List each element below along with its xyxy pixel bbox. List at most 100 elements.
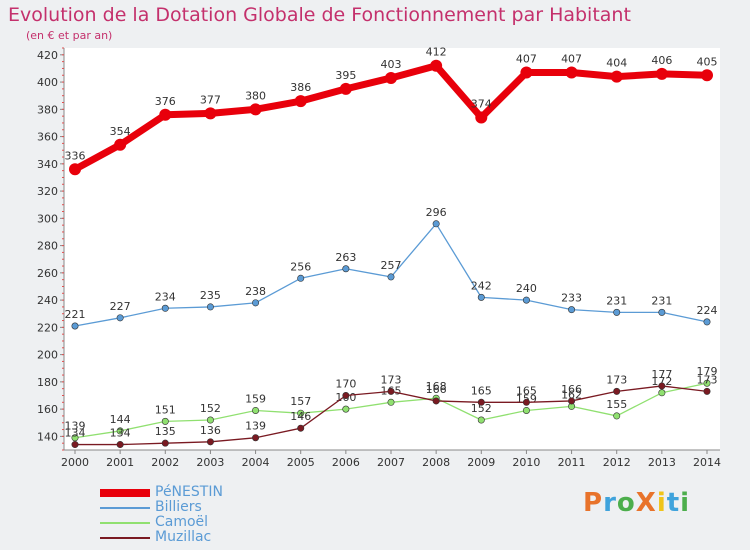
legend-swatch xyxy=(100,507,150,509)
data-point xyxy=(568,397,576,405)
x-tick-label: 2004 xyxy=(242,456,270,469)
data-label: 151 xyxy=(155,403,176,416)
data-label: 135 xyxy=(155,425,176,438)
data-point xyxy=(613,308,621,316)
data-point xyxy=(655,67,668,80)
legend-label: Billiers xyxy=(155,499,202,515)
data-label: 152 xyxy=(200,402,221,415)
data-label: 240 xyxy=(516,282,537,295)
data-point xyxy=(297,424,305,432)
data-point xyxy=(252,434,260,442)
y-tick-label: 360 xyxy=(37,131,58,144)
data-label: 221 xyxy=(65,308,86,321)
legend-item: Camoël xyxy=(100,515,300,531)
data-point xyxy=(701,69,713,82)
data-label: 166 xyxy=(426,383,447,396)
data-point xyxy=(387,387,395,395)
y-tick-label: 300 xyxy=(37,212,58,225)
x-tick-label: 2003 xyxy=(196,456,224,469)
data-label: 257 xyxy=(381,259,402,272)
data-point xyxy=(658,308,666,316)
data-label: 166 xyxy=(561,383,582,396)
data-point xyxy=(522,398,530,406)
data-label: 404 xyxy=(606,57,627,70)
data-label: 177 xyxy=(651,368,672,381)
data-point xyxy=(477,416,485,424)
legend-swatch xyxy=(100,537,150,539)
data-label: 380 xyxy=(245,89,266,102)
x-tick-label: 2014 xyxy=(693,456,721,469)
data-point xyxy=(206,416,214,424)
data-point xyxy=(432,220,440,228)
data-point xyxy=(116,441,124,449)
data-label: 139 xyxy=(245,420,266,433)
data-label: 173 xyxy=(697,373,718,386)
data-point xyxy=(477,398,485,406)
data-label: 256 xyxy=(290,260,311,273)
data-point xyxy=(116,427,124,435)
data-point xyxy=(520,66,533,79)
data-label: 159 xyxy=(245,392,266,405)
data-label: 173 xyxy=(606,373,627,386)
data-label: 233 xyxy=(561,292,582,305)
data-label: 155 xyxy=(606,398,627,411)
data-label: 374 xyxy=(471,97,492,110)
x-tick-label: 2007 xyxy=(377,456,405,469)
data-label: 157 xyxy=(290,395,311,408)
data-label: 407 xyxy=(561,53,582,66)
data-point xyxy=(249,103,262,116)
data-label: 144 xyxy=(110,413,131,426)
data-point xyxy=(294,95,307,108)
x-tick-label: 2008 xyxy=(422,456,450,469)
y-tick-label: 240 xyxy=(37,294,58,307)
data-label: 242 xyxy=(471,279,492,292)
data-point xyxy=(159,108,172,121)
data-point xyxy=(387,273,395,281)
data-point xyxy=(565,66,578,79)
y-tick-label: 320 xyxy=(37,185,58,198)
x-tick-label: 2012 xyxy=(603,456,631,469)
data-label: 405 xyxy=(697,55,718,68)
data-point xyxy=(297,409,305,417)
legend-item: Muzillac xyxy=(100,530,300,546)
data-point xyxy=(342,265,350,273)
y-tick-label: 140 xyxy=(37,430,58,443)
data-label: 403 xyxy=(381,58,402,71)
y-tick-label: 220 xyxy=(37,321,58,334)
data-point xyxy=(71,441,79,449)
data-point xyxy=(71,434,79,442)
data-point xyxy=(610,70,623,83)
data-point xyxy=(658,389,666,397)
data-point xyxy=(342,391,350,399)
data-point xyxy=(613,412,621,420)
data-point xyxy=(568,306,576,314)
data-label: 224 xyxy=(697,304,718,317)
data-point xyxy=(339,82,352,95)
data-label: 134 xyxy=(65,427,86,440)
data-label: 136 xyxy=(200,424,221,437)
x-tick-label: 2000 xyxy=(61,456,89,469)
x-tick-label: 2011 xyxy=(558,456,586,469)
data-label: 146 xyxy=(290,410,311,423)
data-label: 377 xyxy=(200,93,221,106)
data-point xyxy=(71,322,79,330)
data-label: 139 xyxy=(65,420,86,433)
y-tick-label: 340 xyxy=(37,158,58,171)
data-point xyxy=(252,299,260,307)
data-point xyxy=(252,406,260,414)
legend: PéNESTIN Billiers Camoël Muzillac xyxy=(100,485,300,546)
data-label: 152 xyxy=(471,402,492,415)
line-chart: 140 160 180 200 220 240 260 280 300 320 340 360 380 4… xyxy=(37,46,721,469)
data-point xyxy=(475,111,488,124)
x-tick-label: 2013 xyxy=(648,456,676,469)
data-label: 234 xyxy=(155,290,176,303)
data-label: 412 xyxy=(426,46,447,59)
data-label: 336 xyxy=(65,149,86,162)
data-label: 406 xyxy=(651,54,672,67)
data-point xyxy=(161,304,169,312)
data-label: 263 xyxy=(335,251,356,264)
data-label: 165 xyxy=(471,384,492,397)
y-tick-label: 420 xyxy=(37,49,58,62)
data-point xyxy=(387,398,395,406)
x-tick-label: 2006 xyxy=(332,456,360,469)
